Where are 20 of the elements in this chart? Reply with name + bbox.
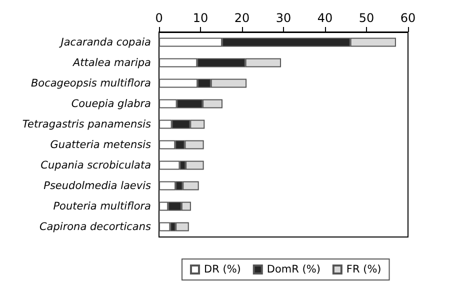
x-tick-label: 50: [358, 11, 374, 25]
x-tick-label: 20: [234, 11, 250, 25]
x-tick-label: 30: [276, 11, 292, 25]
y-tick-label: Capirona decorticans: [39, 220, 152, 233]
legend-label: DomR (%): [266, 264, 320, 276]
y-tick-label: Pseudolmedia laevis: [44, 180, 152, 192]
y-tick-label: Pouteria multiflora: [53, 200, 151, 212]
x-tick-label: 0: [155, 11, 163, 25]
y-tick-label: Couepia glabra: [71, 98, 151, 110]
legend-label: DR (%): [204, 264, 241, 276]
y-tick-label: Guatteria metensis: [50, 138, 152, 151]
y-tick-label: Cupania scrobiculata: [40, 159, 151, 172]
y-tick-label: Attalea maripa: [72, 56, 151, 69]
x-tick-label: 10: [192, 11, 208, 25]
y-tick-label: Bocageopsis multiflora: [30, 77, 151, 90]
y-tick-label: Tetragastris panamensis: [22, 118, 152, 130]
x-tick-label: 40: [317, 11, 333, 25]
legend-label: FR (%): [346, 264, 382, 276]
x-tick-label: 60: [400, 11, 416, 25]
y-tick-label: Jacaranda copaia: [58, 36, 151, 48]
